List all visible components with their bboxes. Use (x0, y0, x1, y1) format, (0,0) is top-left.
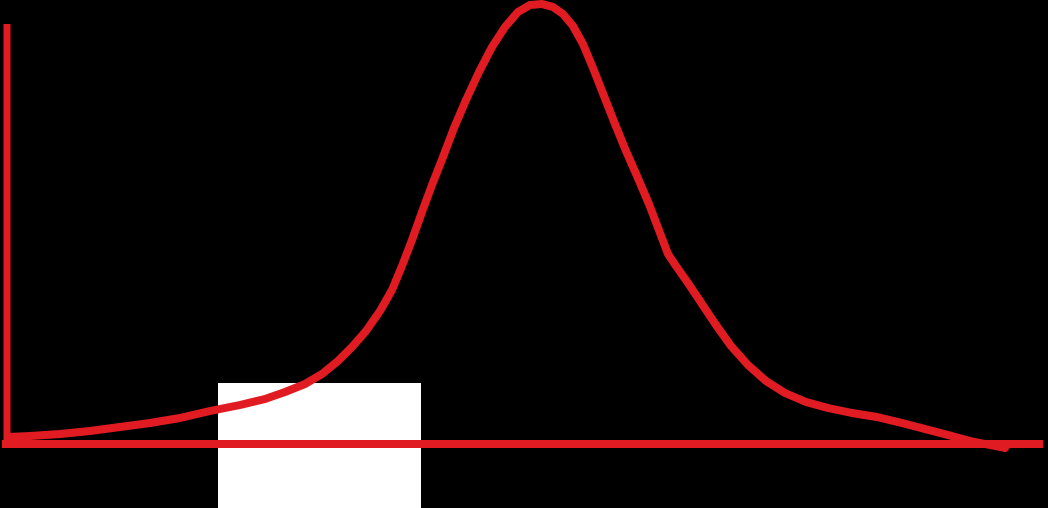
bell-curve (4, 0, 1009, 452)
